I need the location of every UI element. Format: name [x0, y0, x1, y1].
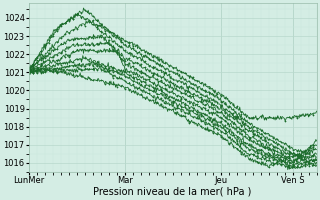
X-axis label: Pression niveau de la mer( hPa ): Pression niveau de la mer( hPa ) — [93, 187, 252, 197]
